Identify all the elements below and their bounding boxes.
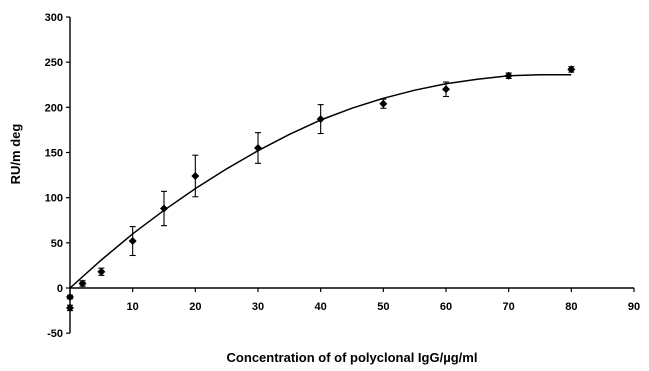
marker — [66, 303, 74, 312]
data-point — [254, 132, 262, 164]
data-point — [567, 65, 576, 74]
y-tick-label: 250 — [45, 57, 63, 69]
data-point — [379, 98, 388, 109]
data-point — [78, 279, 87, 288]
y-tick-label: 200 — [45, 102, 63, 114]
y-tick-label: 0 — [57, 283, 63, 295]
data-point — [66, 303, 74, 312]
plot-area — [66, 17, 634, 334]
x-tick-label: 80 — [565, 301, 577, 313]
y-axis-ticks: -50 0 50 100 150 200 250 300 — [45, 12, 70, 340]
marker — [78, 279, 87, 288]
marker — [442, 85, 450, 94]
marker — [504, 71, 513, 80]
x-tick-label: 30 — [252, 301, 264, 313]
x-tick-label: 40 — [315, 301, 327, 313]
marker — [567, 65, 576, 74]
x-tick-label: 20 — [189, 301, 201, 313]
marker — [191, 171, 200, 180]
y-tick-label: -50 — [47, 328, 63, 340]
y-tick-label: 300 — [45, 12, 63, 24]
data-point — [316, 104, 325, 135]
x-tick-label: 10 — [127, 301, 139, 313]
data-point — [504, 71, 513, 80]
marker — [160, 204, 168, 213]
marker — [97, 267, 106, 276]
marker — [66, 293, 74, 302]
data-point — [128, 226, 137, 257]
data-point — [97, 267, 106, 276]
marker — [379, 99, 388, 108]
y-tick-label: 50 — [51, 238, 63, 250]
data-point — [66, 293, 74, 302]
x-axis-title: Concentration of of polyclonal IgG/µg/ml — [227, 350, 478, 365]
x-tick-label: 50 — [377, 301, 389, 313]
x-tick-label: 70 — [503, 301, 515, 313]
y-tick-label: 150 — [45, 148, 63, 160]
data-point — [191, 154, 200, 198]
x-tick-label: 90 — [628, 301, 640, 313]
y-axis-title: RU/m deg — [8, 124, 23, 185]
x-axis-ticks: 10 20 30 40 50 60 70 80 90 — [69, 288, 640, 313]
y-tick-label: 100 — [45, 193, 63, 205]
x-tick-label: 60 — [440, 301, 452, 313]
data-point — [160, 190, 168, 227]
data-point — [442, 81, 450, 98]
marker — [254, 143, 262, 152]
marker — [128, 237, 137, 246]
marker — [316, 115, 325, 124]
